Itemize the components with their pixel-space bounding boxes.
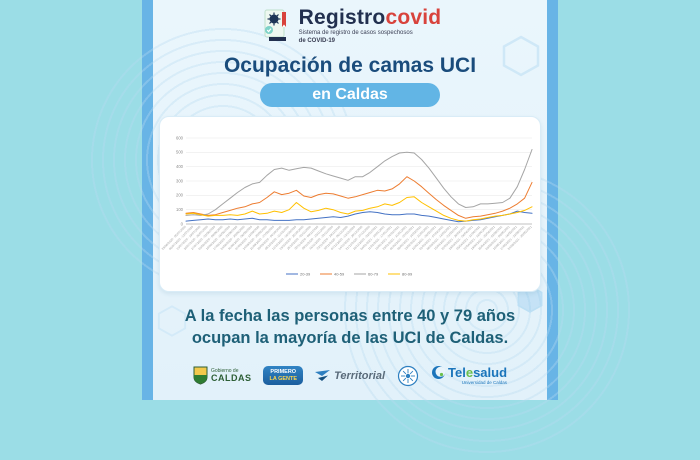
svg-text:40-59: 40-59 xyxy=(334,271,345,276)
registro-covid-logo-text: Registrocovid Sistema de registro de cas… xyxy=(299,7,442,45)
svg-text:20-39: 20-39 xyxy=(300,271,311,276)
title-pill: en Caldas xyxy=(260,83,440,107)
svg-text:80-99: 80-99 xyxy=(402,271,413,276)
telesalud-sublabel: Universidad de Caldas xyxy=(461,380,508,386)
telesalud-crescent-icon xyxy=(432,366,446,380)
chart-card: 0 100 200 300 400 500 600 29/06/2020 - 05/07/20… xyxy=(159,116,541,292)
svg-text:200: 200 xyxy=(176,193,184,198)
footer-logos: Gobierno de CALDAS PRIMERO LA GENTE Terr… xyxy=(153,365,547,387)
primero-la-gente-badge: PRIMERO LA GENTE xyxy=(263,366,304,385)
svg-text:400: 400 xyxy=(176,164,184,169)
message-line2: ocupan la mayoría de las UCI de Caldas. xyxy=(191,329,509,348)
header: Registrocovid Sistema de registro de cas… xyxy=(153,0,547,45)
logo-subtitle-line1: Sistema de registro de casos sospechosos xyxy=(298,30,413,36)
registro-covid-logo-icon xyxy=(264,9,286,41)
hexagon-decoration xyxy=(157,305,187,337)
primero-la-gente-line2: LA GENTE xyxy=(269,375,298,382)
territorial-label: Territorial xyxy=(334,369,386,382)
page-title: Ocupación de camas UCI xyxy=(223,54,477,77)
svg-text:300: 300 xyxy=(176,178,184,183)
message-line1: A la fecha las personas entre 40 y 79 añ… xyxy=(184,307,516,325)
caldas-shield-icon xyxy=(193,366,208,385)
svg-text:600: 600 xyxy=(176,135,184,140)
logo-title-covid: covid xyxy=(385,6,442,29)
territorial-flag-icon xyxy=(315,369,331,381)
infographic-panel: Registrocovid Sistema de registro de cas… xyxy=(83,0,637,460)
logo-title-registro: Registro xyxy=(298,6,386,29)
primero-la-gente-line1: PRIMERO xyxy=(270,369,297,376)
svg-text:60-79: 60-79 xyxy=(368,271,379,276)
logo-territorial: Territorial xyxy=(315,369,386,382)
infographic-canvas: { "header": { "logo_title": "Registro", … xyxy=(83,0,637,460)
gobernacion-line2: CALDAS xyxy=(210,372,252,383)
logo-subtitle: Sistema de registro de casos sospechosos… xyxy=(299,30,442,45)
gobernacion-line1: Gobierno de xyxy=(210,367,239,374)
telesalud-label: Telesalud xyxy=(448,365,508,381)
hexagon-decoration xyxy=(517,285,543,313)
message: A la fecha las personas entre 40 y 79 añ… xyxy=(153,305,547,350)
logo-title: Registrocovid xyxy=(299,7,442,28)
svg-text:100: 100 xyxy=(176,207,184,212)
universidad-caldas-seal-icon xyxy=(397,365,419,386)
logo-subtitle-line2: de COVID-19 xyxy=(298,37,336,44)
svg-text:500: 500 xyxy=(176,150,184,155)
svg-text:0: 0 xyxy=(181,221,184,226)
logo-gobernacion-caldas: Gobierno de CALDAS xyxy=(193,366,252,385)
title-block: Ocupación de camas UCI en Caldas xyxy=(153,54,547,107)
logo-telesalud: Telesalud Universidad de Caldas xyxy=(431,365,507,386)
hexagon-decoration xyxy=(502,35,540,77)
